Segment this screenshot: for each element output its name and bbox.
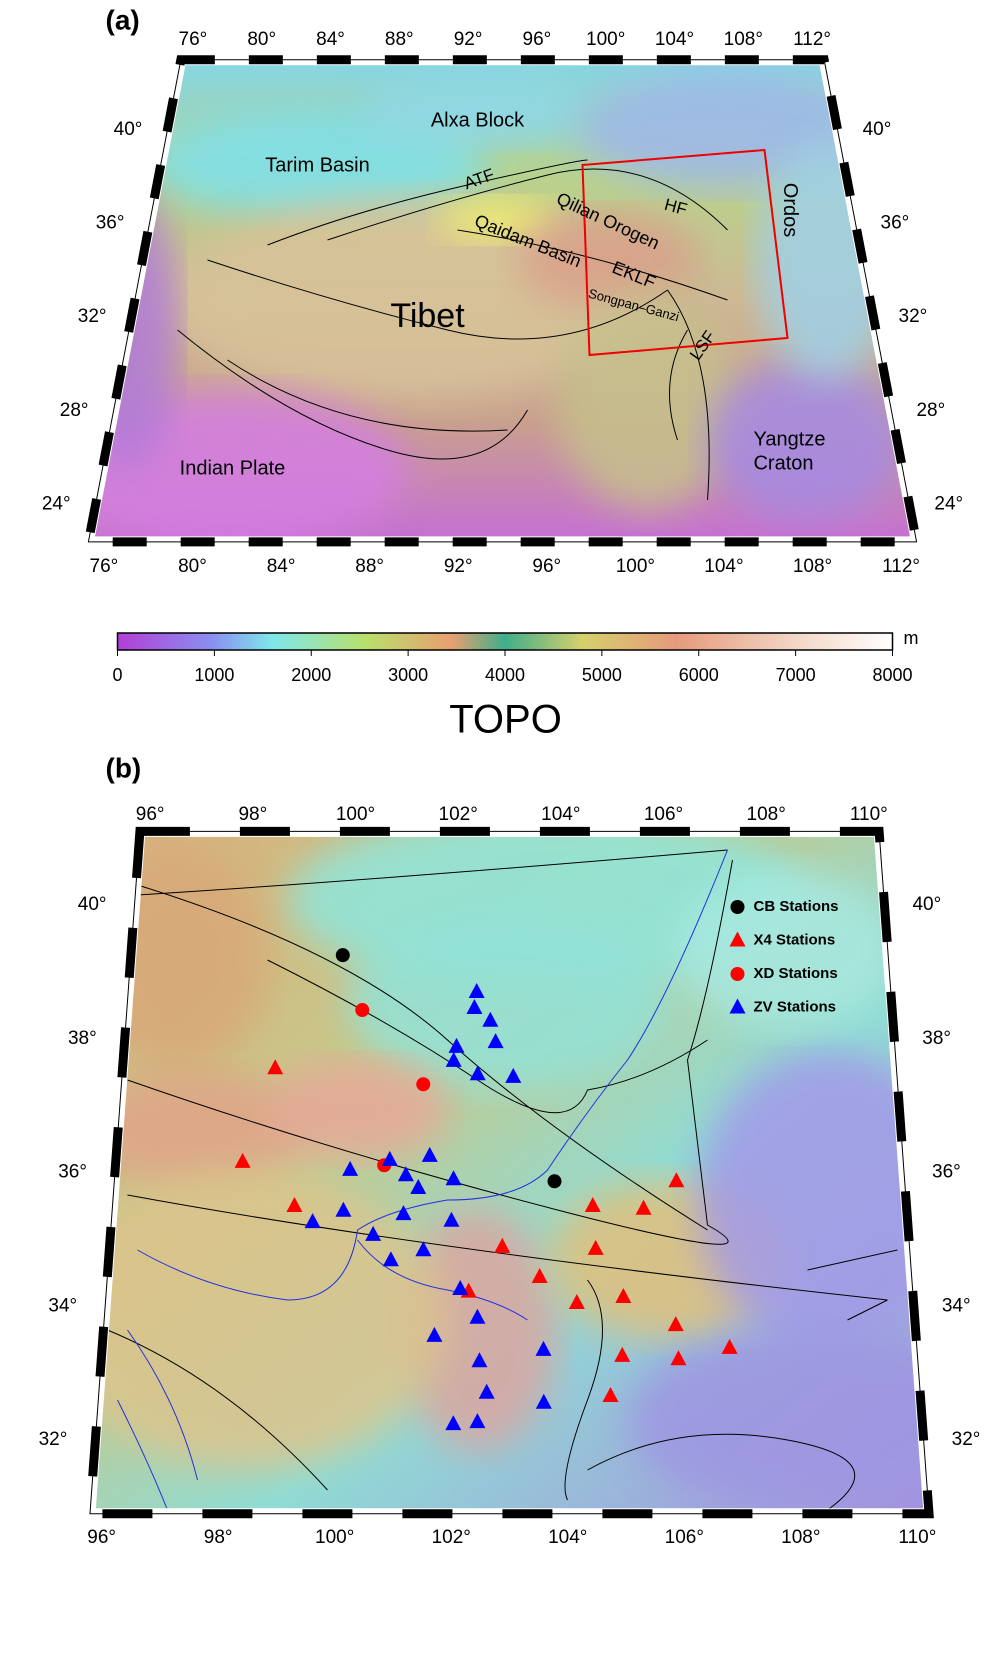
station	[355, 1003, 369, 1017]
lon-tick-label: 108°	[747, 804, 786, 825]
lon-tick-label: 80°	[178, 556, 207, 577]
lon-tick-label: 96°	[523, 29, 552, 50]
panel-label: (b)	[106, 752, 142, 783]
colorbar-tick-label: 1000	[194, 665, 234, 685]
lon-tick-label: 104°	[541, 804, 580, 825]
lon-tick-label: 88°	[355, 556, 384, 577]
station	[416, 1077, 430, 1091]
lon-tick-label: 98°	[238, 804, 267, 825]
lon-tick-label: 80°	[247, 29, 276, 50]
lon-tick-label: 110°	[850, 804, 888, 825]
lon-tick-label: 108°	[793, 556, 832, 577]
lon-tick-label: 76°	[90, 556, 119, 577]
place-label: Tibet	[390, 297, 465, 335]
lon-tick-label: 92°	[454, 29, 483, 50]
lon-tick-label: 112°	[882, 556, 920, 577]
legend-label: CB Stations	[754, 898, 839, 915]
legend-label: XD Stations	[754, 965, 838, 982]
lon-tick-label: 100°	[315, 1527, 354, 1548]
station	[336, 948, 350, 962]
lon-tick-label: 108°	[781, 1527, 820, 1548]
lat-tick-label: 36°	[58, 1162, 87, 1183]
lon-tick-label: 104°	[548, 1527, 587, 1548]
colorbar-tick-label: 0	[112, 665, 122, 685]
lon-tick-label: 102°	[432, 1527, 471, 1548]
place-label: Alxa Block	[431, 109, 525, 131]
lon-tick-label: 96°	[532, 556, 561, 577]
legend-marker	[731, 900, 745, 914]
lon-tick-label: 98°	[204, 1527, 233, 1548]
colorbar-tick-label: 3000	[388, 665, 428, 685]
legend-label: X4 Stations	[754, 931, 836, 948]
place-label: Yangtze	[754, 428, 826, 450]
lon-tick-label: 106°	[665, 1527, 704, 1548]
lon-tick-label: 88°	[385, 29, 414, 50]
lon-tick-label: 96°	[87, 1527, 116, 1548]
lon-tick-label: 100°	[586, 29, 625, 50]
colorbar-tick-label: 7000	[776, 665, 816, 685]
lat-tick-label: 24°	[934, 493, 963, 514]
lat-tick-label: 28°	[916, 400, 945, 421]
lon-tick-label: 102°	[439, 804, 478, 825]
panel-a: Alxa BlockTarim BasinATFQilian OrogenHFO…	[42, 4, 963, 576]
colorbar-title: TOPO	[449, 698, 562, 742]
colorbar-tick-label: 5000	[582, 665, 622, 685]
lat-tick-label: 36°	[932, 1162, 961, 1183]
terrain	[268, 1060, 448, 1160]
colorbar-tick-label: 6000	[679, 665, 719, 685]
lon-tick-label: 106°	[644, 804, 683, 825]
lat-tick-label: 32°	[39, 1429, 68, 1450]
legend-marker	[731, 967, 745, 981]
map-a	[48, 60, 917, 550]
lat-tick-label: 28°	[60, 400, 89, 421]
page: Alxa BlockTarim BasinATFQilian OrogenHFO…	[0, 0, 997, 1663]
lat-tick-label: 36°	[96, 213, 125, 234]
lat-tick-label: 38°	[922, 1028, 951, 1049]
lon-tick-label: 108°	[724, 29, 763, 50]
lon-tick-label: 100°	[336, 804, 375, 825]
lat-tick-label: 40°	[78, 894, 107, 915]
lon-tick-label: 92°	[444, 556, 473, 577]
place-label: Ordos	[779, 183, 801, 237]
figure: Alxa BlockTarim BasinATFQilian OrogenHFO…	[0, 0, 997, 1663]
lat-tick-label: 32°	[78, 306, 107, 327]
place-label: Craton	[753, 452, 813, 474]
lat-tick-label: 34°	[48, 1295, 77, 1316]
colorbar-tick-label: 2000	[291, 665, 331, 685]
lon-tick-label: 104°	[704, 556, 743, 577]
lat-tick-label: 40°	[912, 894, 941, 915]
terrain	[558, 290, 738, 510]
lon-tick-label: 96°	[136, 804, 165, 825]
colorbar-tick-label: 8000	[872, 665, 912, 685]
lat-tick-label: 40°	[863, 119, 892, 140]
colorbar-scale	[118, 633, 893, 650]
place-label: Indian Plate	[180, 457, 286, 479]
lat-tick-label: 34°	[942, 1295, 971, 1316]
lon-tick-label: 112°	[793, 29, 831, 50]
panel-b: (b) 96° 96° 98° 98° 100° 100° 102° 102° 104° 104° 1…	[39, 752, 988, 1547]
terrain	[88, 850, 268, 1070]
lon-tick-label: 110°	[898, 1527, 936, 1548]
lat-tick-label: 40°	[114, 119, 143, 140]
lat-tick-label: 24°	[42, 493, 71, 514]
lon-tick-label: 84°	[267, 556, 296, 577]
lon-tick-label: 100°	[616, 556, 655, 577]
panel-label: (a)	[106, 4, 140, 35]
lon-tick-label: 84°	[316, 29, 345, 50]
place-label: Tarim Basin	[265, 154, 369, 176]
lon-tick-label: 104°	[655, 29, 694, 50]
lat-tick-label: 36°	[881, 213, 910, 234]
lon-tick-label: 76°	[179, 29, 208, 50]
lat-tick-label: 38°	[68, 1028, 97, 1049]
colorbar-tick-label: 4000	[485, 665, 525, 685]
map-b	[48, 810, 988, 1514]
legend-label: ZV Stations	[754, 998, 837, 1015]
colorbar: 0 1000 2000 3000 4000 5000 6000 7000 8000 m TOPO	[112, 628, 918, 742]
lat-tick-label: 32°	[952, 1429, 981, 1450]
station	[548, 1174, 562, 1188]
lat-tick-label: 32°	[899, 306, 928, 327]
colorbar-unit: m	[904, 628, 919, 648]
